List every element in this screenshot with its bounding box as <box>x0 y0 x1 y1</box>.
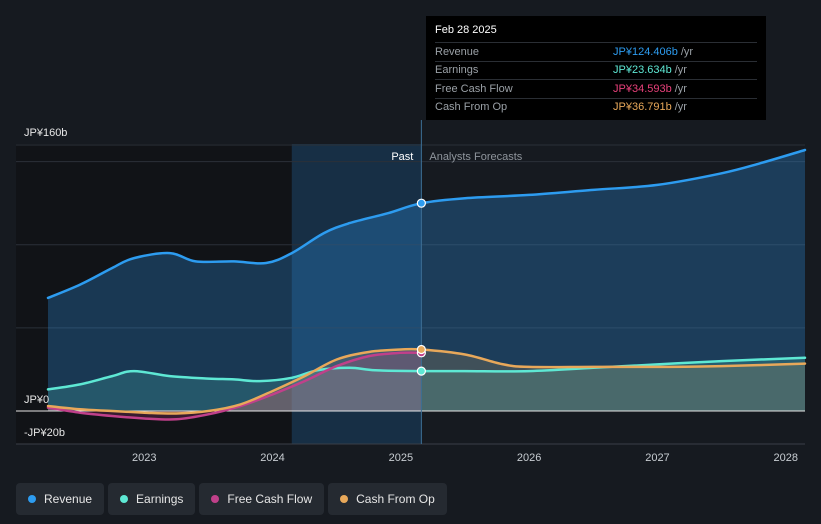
forecast-label: Analysts Forecasts <box>429 151 522 163</box>
line-revenue <box>46 148 807 300</box>
past-label: Past <box>391 151 413 163</box>
area-free-cash-flow <box>48 352 422 420</box>
y-tick-label: -JP¥20b <box>24 427 65 439</box>
tooltip-label: Free Cash Flow <box>435 82 513 95</box>
area-earnings <box>48 357 805 411</box>
x-tick-label: 2023 <box>132 452 156 464</box>
past-highlight-band <box>291 144 422 444</box>
x-tick-label: 2028 <box>774 452 798 464</box>
tooltip-row-revenue: Revenue JP¥124.406b /yr <box>435 42 757 61</box>
x-tick-label: 2027 <box>645 452 669 464</box>
legend-dot-icon <box>340 495 349 503</box>
tooltip-unit: /yr <box>674 101 687 114</box>
legend-dot-icon <box>211 495 220 503</box>
legend-label: Earnings <box>136 492 184 506</box>
tooltip-unit: /yr <box>674 64 687 77</box>
legend: Revenue Earnings Free Cash Flow Cash Fro… <box>16 483 447 515</box>
legend-item-free-cash-flow[interactable]: Free Cash Flow <box>199 483 325 515</box>
legend-label: Free Cash Flow <box>227 492 313 506</box>
tooltip-label: Cash From Op <box>435 101 508 114</box>
tooltip-value: JP¥23.634b <box>613 64 672 77</box>
tooltip-label: Revenue <box>435 45 480 58</box>
tooltip-row-earnings: Earnings JP¥23.634b /yr <box>435 60 757 80</box>
legend-item-earnings[interactable]: Earnings <box>108 483 196 515</box>
tooltip-unit: /yr <box>680 45 694 58</box>
y-tick-label: JP¥160b <box>24 127 67 139</box>
x-tick-label: 2026 <box>517 452 541 464</box>
line-cash-from-op <box>46 347 807 415</box>
x-tick-label: 2025 <box>389 452 413 464</box>
marker-cash-from-op <box>416 344 426 355</box>
tooltip-value: JP¥34.593b <box>613 82 672 95</box>
line-free-cash-flow <box>46 351 423 421</box>
tooltip-date: Feb 28 2025 <box>435 24 497 36</box>
tooltip: Feb 28 2025 Revenue JP¥124.406b /yr Earn… <box>426 16 766 120</box>
tooltip-row-cash-from-op: Cash From Op JP¥36.791b /yr <box>435 97 757 117</box>
tooltip-label: Earnings <box>435 64 479 77</box>
legend-label: Cash From Op <box>356 492 435 506</box>
tooltip-unit: /yr <box>674 82 687 95</box>
area-cash-from-op <box>48 349 805 414</box>
x-tick-label: 2024 <box>260 452 284 464</box>
legend-item-cash-from-op[interactable]: Cash From Op <box>328 483 447 515</box>
area-revenue <box>48 150 805 411</box>
tooltip-value: JP¥36.791b <box>613 101 672 114</box>
tooltip-row-free-cash-flow: Free Cash Flow JP¥34.593b /yr <box>435 79 757 98</box>
legend-dot-icon <box>120 495 129 503</box>
marker-revenue <box>416 198 426 208</box>
legend-dot-icon <box>28 495 36 503</box>
legend-item-revenue[interactable]: Revenue <box>16 483 105 515</box>
marker-earnings <box>416 366 426 376</box>
tooltip-value: JP¥124.406b <box>613 45 678 58</box>
y-tick-label: JP¥0 <box>24 394 49 406</box>
legend-label: Revenue <box>44 492 93 506</box>
